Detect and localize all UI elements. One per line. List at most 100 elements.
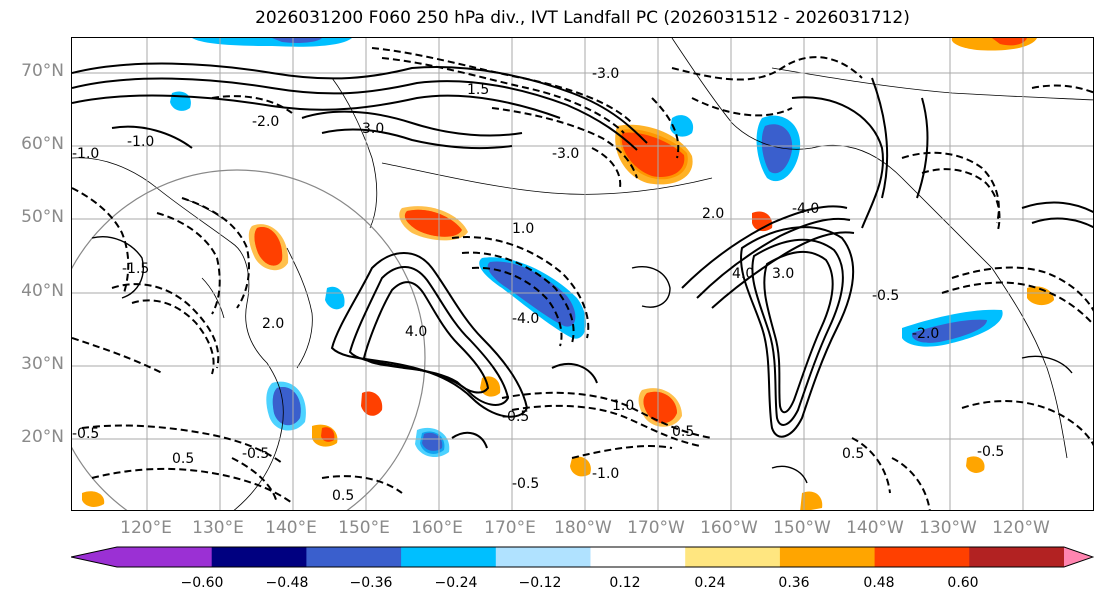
contour-label: 0.5 xyxy=(332,488,354,504)
div-blob-orange-small-4 xyxy=(480,376,501,397)
colorbar-tick: 0.36 xyxy=(778,575,810,591)
lon-label-120w: 120°W xyxy=(992,518,1050,538)
div-blob-orange-small-7 xyxy=(570,456,591,477)
contour-label: 1.0 xyxy=(512,221,534,237)
contour-label: -0.5 xyxy=(72,426,99,442)
lon-label-120e: 120°E xyxy=(120,518,172,538)
contour-label: -2.0 xyxy=(912,326,939,342)
negative-contours xyxy=(72,47,1093,510)
colorbar-tick: 0.24 xyxy=(694,575,726,591)
contour-label: 0.5 xyxy=(172,451,194,467)
colorbar-tick: −0.48 xyxy=(265,575,309,591)
colorbar-segment xyxy=(117,547,213,567)
coast-japan xyxy=(286,247,313,369)
contour-label: 3.0 xyxy=(362,121,384,137)
contour-label: 4.0 xyxy=(405,324,427,340)
contour-label: 2.0 xyxy=(702,206,724,222)
colorbar-segment xyxy=(495,547,591,567)
coast-kamchatka xyxy=(331,77,378,229)
lon-label-160e: 160°E xyxy=(411,518,463,538)
contour-label-layer: -1.0 -1.0 -2.0 -3.0 -4.0 -3.0 -4.0 -0.5 … xyxy=(72,66,1004,504)
div-blob-orange-small-3 xyxy=(1027,286,1054,306)
contour-label: 1.5 xyxy=(467,82,489,98)
map-panel: -1.0 -1.0 -2.0 -3.0 -4.0 -3.0 -4.0 -0.5 … xyxy=(71,37,1094,511)
lat-label-30n: 30°N xyxy=(21,354,64,374)
contour-label: -0.5 xyxy=(242,446,269,462)
contour-label: -1.0 xyxy=(72,146,99,162)
colorbar xyxy=(71,546,1094,568)
lon-label-130w: 130°W xyxy=(919,518,977,538)
coast-canada-north xyxy=(771,67,1093,101)
lat-label-40n: 40°N xyxy=(21,281,64,301)
coast-aleutians xyxy=(381,162,713,195)
contour-label: 3.0 xyxy=(772,266,794,282)
contour-label: -1.0 xyxy=(592,466,619,482)
contour-label: -3.0 xyxy=(552,146,579,162)
div-blob-blue-small-3 xyxy=(670,115,694,137)
coastlines xyxy=(72,38,1093,510)
contour-label: 0.5 xyxy=(672,424,694,440)
colorbar-outline xyxy=(71,546,1094,568)
colorbar-segment xyxy=(969,547,1065,567)
contour-label: 2.0 xyxy=(262,316,284,332)
range-circle xyxy=(72,169,426,510)
colorbar-tick: −0.12 xyxy=(518,575,562,591)
contour-label: -0.5 xyxy=(977,444,1004,460)
colorbar-tick: −0.36 xyxy=(349,575,393,591)
lon-label-170e: 170°E xyxy=(484,518,536,538)
lon-label-160w: 160°W xyxy=(700,518,758,538)
lon-label-150e: 150°E xyxy=(338,518,390,538)
colorbar-tick: 0.60 xyxy=(947,575,979,591)
div-blob-blue-nw xyxy=(192,38,352,47)
div-blob-orange-small-6 xyxy=(966,456,985,473)
contour-label: -0.5 xyxy=(872,288,899,304)
contour-label: -3.0 xyxy=(592,66,619,82)
contour-label: 1.0 xyxy=(612,398,634,414)
contour-label: -0.5 xyxy=(512,476,539,492)
div-blob-blue-small-1 xyxy=(325,286,345,310)
contour-label: -0.5 xyxy=(502,409,529,425)
div-blob-orange-small-1 xyxy=(361,391,383,416)
colorbar-segment xyxy=(1064,547,1093,567)
positive-contours xyxy=(72,62,1093,449)
div-blob-orange-small-8 xyxy=(82,491,105,507)
coast-islands-2 xyxy=(201,277,225,319)
coast-alaska xyxy=(671,38,903,179)
contour-label: -4.0 xyxy=(792,201,819,217)
colorbar-tick: 0.48 xyxy=(863,575,895,591)
lon-label-130e: 130°E xyxy=(192,518,244,538)
div-blob-blue-small-4 xyxy=(170,91,191,111)
colorbar-segment xyxy=(590,547,686,567)
colorbar-tick: 0.12 xyxy=(609,575,641,591)
contour-label: 4.0 xyxy=(732,266,754,282)
lon-label-150w: 150°W xyxy=(773,518,831,538)
colorbar-segment xyxy=(306,547,402,567)
contour-label: -2.0 xyxy=(252,114,279,130)
divergence-shading xyxy=(82,38,1054,510)
colorbar-segment xyxy=(211,547,307,567)
colorbar-segment xyxy=(401,547,497,567)
lon-label-140e: 140°E xyxy=(265,518,317,538)
lon-label-170w: 170°W xyxy=(627,518,685,538)
colorbar-segment xyxy=(779,547,876,567)
contour-label: -4.0 xyxy=(512,311,539,327)
div-blob-orange-small-9 xyxy=(800,491,823,510)
lon-label-180w: 180°W xyxy=(554,518,612,538)
colorbar-tick: −0.60 xyxy=(180,575,224,591)
map-title: 2026031200 F060 250 hPa div., IVT Landfa… xyxy=(255,8,910,28)
colorbar-segment xyxy=(685,547,781,567)
contour-label: 0.5 xyxy=(842,446,864,462)
lat-label-70n: 70°N xyxy=(21,61,64,81)
lat-label-60n: 60°N xyxy=(21,134,64,154)
colorbar-segment xyxy=(71,547,117,567)
graticule xyxy=(72,38,1093,510)
map-canvas: -1.0 -1.0 -2.0 -3.0 -4.0 -3.0 -4.0 -0.5 … xyxy=(72,38,1093,510)
colorbar-fills xyxy=(71,547,1093,567)
lat-label-50n: 50°N xyxy=(21,207,64,227)
lat-label-20n: 20°N xyxy=(21,427,64,447)
contour-label: -1.5 xyxy=(122,261,149,277)
thin-contours xyxy=(91,236,1073,484)
colorbar-tick: −0.24 xyxy=(434,575,478,591)
colorbar-segment xyxy=(874,547,970,567)
contour-label: -1.0 xyxy=(127,134,154,150)
